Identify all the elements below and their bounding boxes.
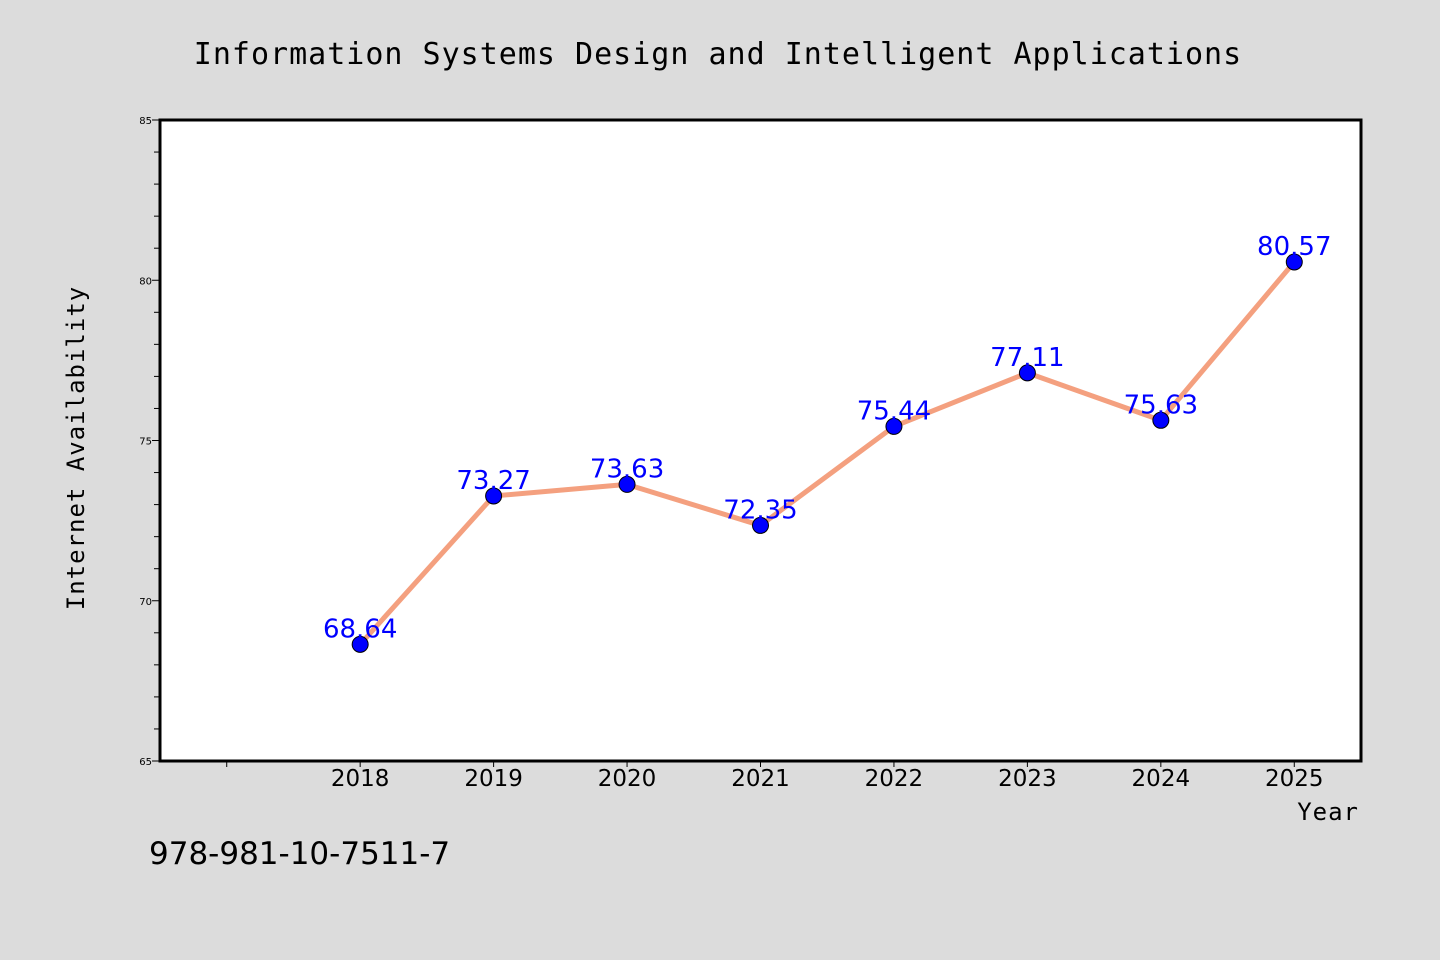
y-tick-label: 75	[139, 437, 152, 448]
data-point	[752, 516, 769, 534]
x-tick-label: 2021	[731, 766, 790, 792]
data-point	[1152, 411, 1170, 429]
data-label: 73.63	[590, 454, 664, 484]
data-label: 68.64	[323, 614, 397, 644]
plot-area	[160, 120, 1361, 761]
data-point	[351, 635, 369, 653]
x-tick-label: 2024	[1132, 766, 1191, 792]
x-tick-label: 2019	[464, 766, 523, 792]
data-point	[618, 475, 636, 493]
y-tick-label: 65	[139, 757, 152, 768]
data-label: 75.63	[1124, 390, 1198, 420]
y-tick-label: 85	[139, 116, 152, 127]
series-line	[357, 259, 1297, 647]
chart-title: Information Systems Design and Intellige…	[194, 37, 1242, 72]
x-axis-label: Year	[1297, 798, 1359, 826]
series-layer: 68.64 73.27 73.63 72.35 75.44 77.11 75.63 80.57	[323, 232, 1331, 653]
y-tick-label: 70	[139, 597, 152, 608]
data-label: 75.44	[857, 396, 931, 426]
x-tick-label: 2020	[598, 766, 657, 792]
y-tick-label: 80	[139, 276, 152, 287]
plot-frame	[158, 118, 1363, 763]
data-point	[1018, 364, 1036, 382]
x-tick-label: 2022	[865, 766, 924, 792]
x-tick-label: 2018	[331, 766, 390, 792]
isbn-footer: 978-981-10-7511-7	[149, 836, 450, 872]
data-label: 77.11	[990, 343, 1064, 373]
x-axis-ticks: 2018 2019 2020 2021 2022 2023 2024 2025	[226, 761, 1324, 792]
data-point	[1285, 253, 1303, 271]
x-tick-label: 2025	[1265, 766, 1324, 792]
y-axis-label: Internet Availability	[62, 286, 90, 610]
data-point	[885, 417, 903, 435]
data-label: 72.35	[723, 495, 797, 525]
data-point	[485, 487, 503, 505]
data-label: 73.27	[456, 466, 530, 496]
x-tick-label: 2023	[998, 766, 1057, 792]
data-label: 80.57	[1257, 232, 1331, 262]
